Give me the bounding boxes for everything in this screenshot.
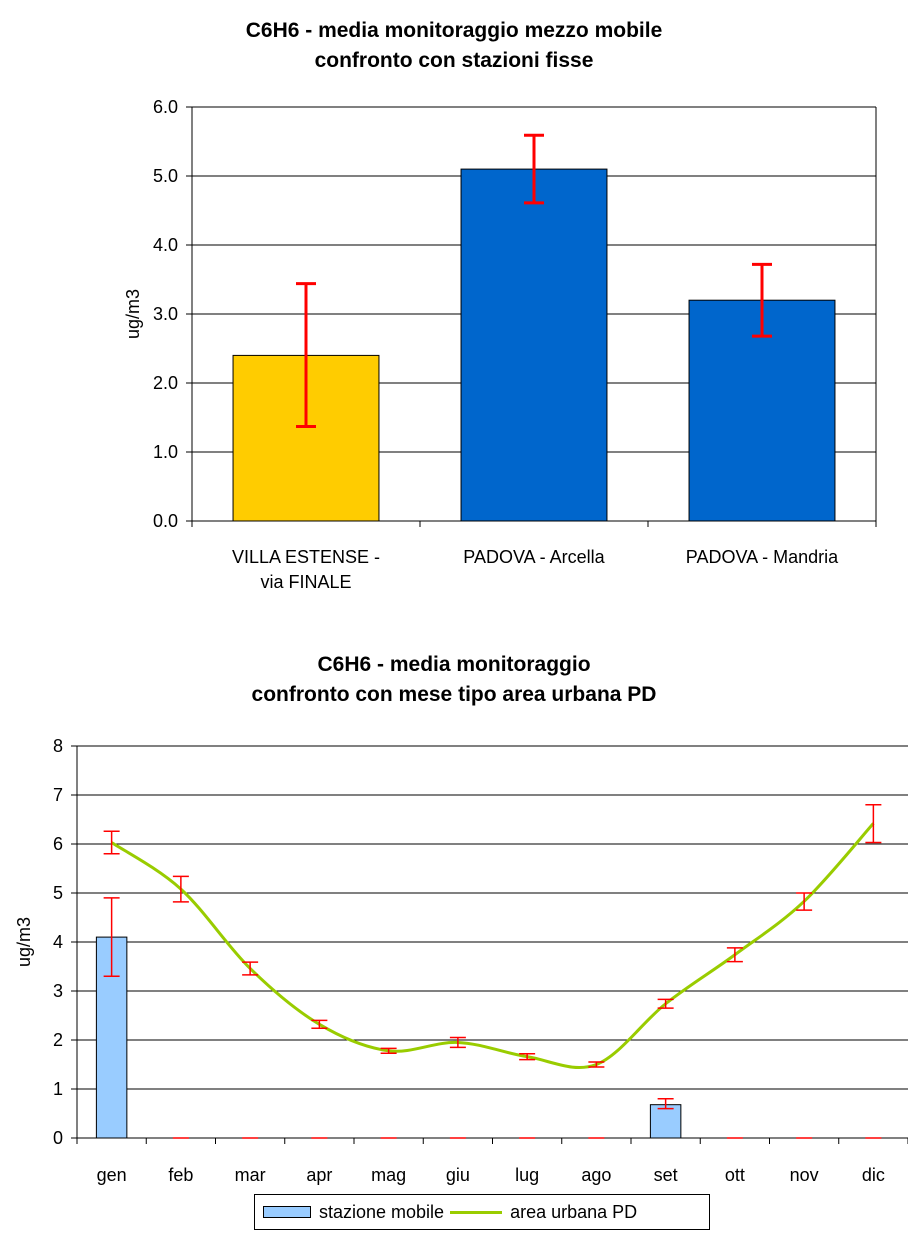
chart2-category-label: ott [725,1165,745,1185]
chart2-category-label: gen [97,1165,127,1185]
chart1-ytick-label: 2.0 [153,373,178,393]
chart2-error-bar-area-urbana [242,961,259,976]
chart2-legend: stazione mobile area urbana PD [254,1194,710,1230]
chart2-error-bar-stazione-mobile [657,1098,674,1110]
chart-stazioni-fisse: C6H6 - media monitoraggio mezzo mobile c… [0,0,908,600]
chart2-category-label: dic [862,1165,885,1185]
chart1-error-bar [752,262,772,338]
chart1-bar [460,168,608,522]
chart2-category-label: feb [168,1165,193,1185]
chart2-error-bar-area-urbana [380,1047,397,1054]
chart2-error-bar-area-urbana [519,1052,536,1061]
chart2-ylabel: ug/m3 [14,917,34,967]
chart2-category-label: apr [306,1165,332,1185]
chart2-error-bar-area-urbana [311,1019,328,1029]
chart2-ytick-label: 6 [53,834,63,854]
chart2-error-bar-area-urbana [726,947,743,963]
chart1-category-label: PADOVA - Arcella [463,547,605,567]
chart2-ytick-label: 8 [53,736,63,756]
chart2-line-area-urbana [110,822,875,1069]
legend-label-area-urbana: area urbana PD [510,1201,638,1222]
chart1-ylabel: ug/m3 [123,289,143,339]
chart2-ytick-label: 0 [53,1128,63,1148]
chart2-category-label: nov [790,1165,819,1185]
legend-swatch-area-urbana [450,1210,503,1214]
chart2-error-bar-area-urbana [657,998,674,1009]
chart1-ytick-label: 5.0 [153,166,178,186]
chart2-category-label: mag [371,1165,406,1185]
chart1-ytick-label: 0.0 [153,511,178,531]
chart1-category-label: VILLA ESTENSE - [232,547,380,567]
chart2-error-bar-area-urbana [172,875,189,903]
chart1-error-bar [524,133,544,205]
chart1-bar [688,299,836,522]
chart1-category-label: via FINALE [260,572,351,592]
chart1-ytick-label: 1.0 [153,442,178,462]
legend-label-stazione-mobile: stazione mobile [319,1201,445,1222]
chart1-ytick-label: 4.0 [153,235,178,255]
chart2-bar-stazione-mobile [649,1104,682,1139]
chart2-error-bar-area-urbana [449,1036,466,1049]
chart2-title: C6H6 - media monitoraggio confronto con … [0,650,908,710]
chart2-ytick-label: 2 [53,1030,63,1050]
chart2-error-bar-area-urbana [588,1061,605,1068]
chart1-title-line2: confronto con stazioni fisse [314,49,594,72]
chart2-category-label: set [654,1165,678,1185]
chart2-ytick-label: 4 [53,932,63,952]
chart1-ytick-label: 3.0 [153,304,178,324]
legend-swatch-stazione-mobile [263,1206,311,1218]
chart2-plot: 0 1 2 3 4 5 6 7 8 gen feb mar apr mag giu lug ago set ott n… [14,736,908,1185]
chart2-error-bar-stazione-mobile [103,897,120,978]
chart2-error-bar-area-urbana [796,892,813,911]
chart2-ytick-label: 1 [53,1079,63,1099]
chart2-ytick-label: 3 [53,981,63,1001]
chart1-title: C6H6 - media monitoraggio mezzo mobile c… [0,16,908,76]
chart1-plot: 0.0 1.0 2.0 3.0 4.0 5.0 6.0 VILLA ESTENSE - via … [123,97,877,592]
chart2-category-label: mar [235,1165,266,1185]
chart2-ytick-label: 7 [53,785,63,805]
chart1-category-label: PADOVA - Mandria [686,547,839,567]
chart2-title-line2: confronto con mese tipo area urbana PD [251,683,657,706]
chart2-category-label: lug [515,1165,539,1185]
chart2-error-bar-area-urbana [103,830,120,855]
chart2-title-line1: C6H6 - media monitoraggio [317,653,591,676]
chart-mese-tipo: C6H6 - media monitoraggio confronto con … [0,640,908,1240]
chart2-error-bar-area-urbana [865,804,882,844]
chart2-category-label: ago [581,1165,611,1185]
chart1-title-line1: C6H6 - media monitoraggio mezzo mobile [245,19,663,42]
chart1-error-bar [296,282,316,428]
chart2-category-label: giu [446,1165,470,1185]
chart2-ytick-label: 5 [53,883,63,903]
chart1-ytick-label: 6.0 [153,97,178,117]
